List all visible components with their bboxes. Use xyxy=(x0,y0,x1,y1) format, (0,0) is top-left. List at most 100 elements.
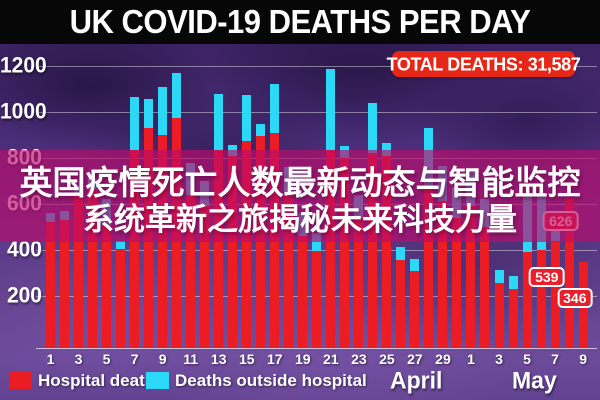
x-tick-slot: 13 xyxy=(211,351,227,369)
month-label-may: May xyxy=(512,366,557,394)
x-tick-apr-23: 23 xyxy=(351,351,367,367)
segment-outside-hospital xyxy=(410,259,420,271)
x-tick-slot xyxy=(144,351,153,369)
segment-hospital xyxy=(256,136,266,348)
bar-apr-7 xyxy=(130,97,140,348)
gridline-1200 xyxy=(36,66,597,67)
x-tick-slot: 15 xyxy=(239,351,255,369)
segment-hospital xyxy=(186,194,196,348)
segment-hospital xyxy=(200,206,210,348)
x-tick-slot: 27 xyxy=(407,351,423,369)
x-tick-apr-15: 15 xyxy=(238,351,255,367)
x-tick-slot xyxy=(60,351,69,369)
segment-hospital xyxy=(340,158,350,348)
y-tick-1200: 1200 xyxy=(0,53,47,78)
gridline-1000 xyxy=(36,112,597,113)
segment-hospital xyxy=(438,200,448,348)
segment-hospital xyxy=(102,225,112,348)
x-tick-apr-17: 17 xyxy=(266,351,283,367)
segment-outside-hospital xyxy=(270,84,280,133)
x-tick-apr-19: 19 xyxy=(295,351,311,367)
segment-hospital xyxy=(60,220,70,348)
segment-outside-hospital xyxy=(172,72,182,118)
segment-hospital xyxy=(424,185,434,348)
x-tick-apr-27: 27 xyxy=(407,351,423,367)
segment-hospital xyxy=(480,227,490,348)
segment-hospital xyxy=(396,260,406,348)
segment-hospital xyxy=(214,149,224,348)
x-tick-slot xyxy=(200,351,209,369)
segment-outside-hospital xyxy=(508,275,518,290)
x-tick-apr-25: 25 xyxy=(379,351,395,367)
segment-outside-hospital xyxy=(382,142,392,156)
segment-outside-hospital xyxy=(256,123,266,137)
annotation-may-9: 346 xyxy=(557,288,593,309)
x-tick-slot xyxy=(480,351,489,369)
total-deaths-badge: TOTAL DEATHS: 31,587 xyxy=(387,51,581,77)
segment-hospital xyxy=(368,153,378,348)
legend-swatch-outside xyxy=(146,372,169,389)
x-tick-slot: 29 xyxy=(435,351,451,369)
legend-label-hospital: Hospital deaths xyxy=(38,371,165,390)
annotation-may-7: 539 xyxy=(529,267,565,288)
x-tick-may-5: 5 xyxy=(523,351,531,367)
segment-hospital xyxy=(116,248,126,348)
x-tick-slot: 21 xyxy=(323,351,339,369)
bar-apr-21 xyxy=(326,69,336,348)
x-tick-apr-29: 29 xyxy=(435,351,451,367)
x-tick-apr-13: 13 xyxy=(210,351,227,367)
y-tick-200: 200 xyxy=(6,283,42,308)
x-tick-slot xyxy=(340,351,349,369)
x-tick-slot xyxy=(256,351,265,369)
bar-apr-15 xyxy=(242,94,252,348)
title-bar: UK COVID-19 DEATHS PER DAY xyxy=(0,0,600,44)
legend-label-outside: Deaths outside hospital xyxy=(175,371,367,390)
x-tick-slot xyxy=(116,351,125,369)
bar-apr-20 xyxy=(312,232,322,348)
x-tick-slot: 5 xyxy=(523,351,532,369)
segment-outside-hospital xyxy=(116,241,126,249)
segment-hospital xyxy=(410,270,420,348)
x-tick-slot xyxy=(88,351,97,369)
x-tick-slot xyxy=(565,351,574,369)
bar-apr-25 xyxy=(382,142,392,348)
x-tick-may-7: 7 xyxy=(551,351,559,367)
x-tick-slot: 7 xyxy=(130,351,139,369)
headline-overlay: 英国疫情死亡人数最新动态与智能监控 系统革新之旅揭秘未来科技力量 xyxy=(0,150,600,242)
bar-may-4 xyxy=(508,275,518,348)
x-tick-slot xyxy=(452,351,461,369)
bar-apr-16 xyxy=(256,123,266,348)
segment-hospital xyxy=(298,236,308,348)
x-tick-slot xyxy=(172,351,181,369)
x-tick-may-3: 3 xyxy=(495,351,503,367)
x-tick-slot: 25 xyxy=(379,351,395,369)
x-tick-slot: 3 xyxy=(495,351,504,369)
bar-apr-24 xyxy=(368,103,378,348)
month-label-april: April xyxy=(390,366,443,394)
segment-hospital xyxy=(326,149,336,348)
bar-may-3 xyxy=(494,269,504,348)
x-tick-slot: 3 xyxy=(74,351,83,369)
x-tick-slot xyxy=(312,351,321,369)
bar-apr-27 xyxy=(410,259,420,348)
x-tick-slot xyxy=(228,351,237,369)
x-tick-slot: 9 xyxy=(158,351,167,369)
x-tick-slot xyxy=(368,351,377,369)
x-tick-slot: 23 xyxy=(351,351,367,369)
y-tick-1000: 1000 xyxy=(0,99,47,124)
segment-hospital xyxy=(354,217,364,348)
x-tick-may-9: 9 xyxy=(579,351,587,367)
segment-hospital xyxy=(88,190,98,348)
x-tick-slot: 7 xyxy=(551,351,560,369)
x-tick-slot: 9 xyxy=(579,351,588,369)
segment-hospital xyxy=(228,155,238,348)
total-deaths-label: TOTAL DEATHS: 31,587 xyxy=(386,52,581,74)
segment-outside-hospital xyxy=(242,94,252,141)
x-tick-apr-9: 9 xyxy=(158,351,167,367)
segment-outside-hospital xyxy=(130,97,140,150)
chart-area: 20040060080010001200 TOTAL DEATHS: 31,58… xyxy=(0,44,600,400)
legend-swatch-hospital xyxy=(9,372,32,389)
headline-line-2: 系统革新之旅揭秘未来科技力量 xyxy=(83,202,517,237)
segment-hospital xyxy=(508,289,518,348)
segment-hospital xyxy=(564,198,574,348)
